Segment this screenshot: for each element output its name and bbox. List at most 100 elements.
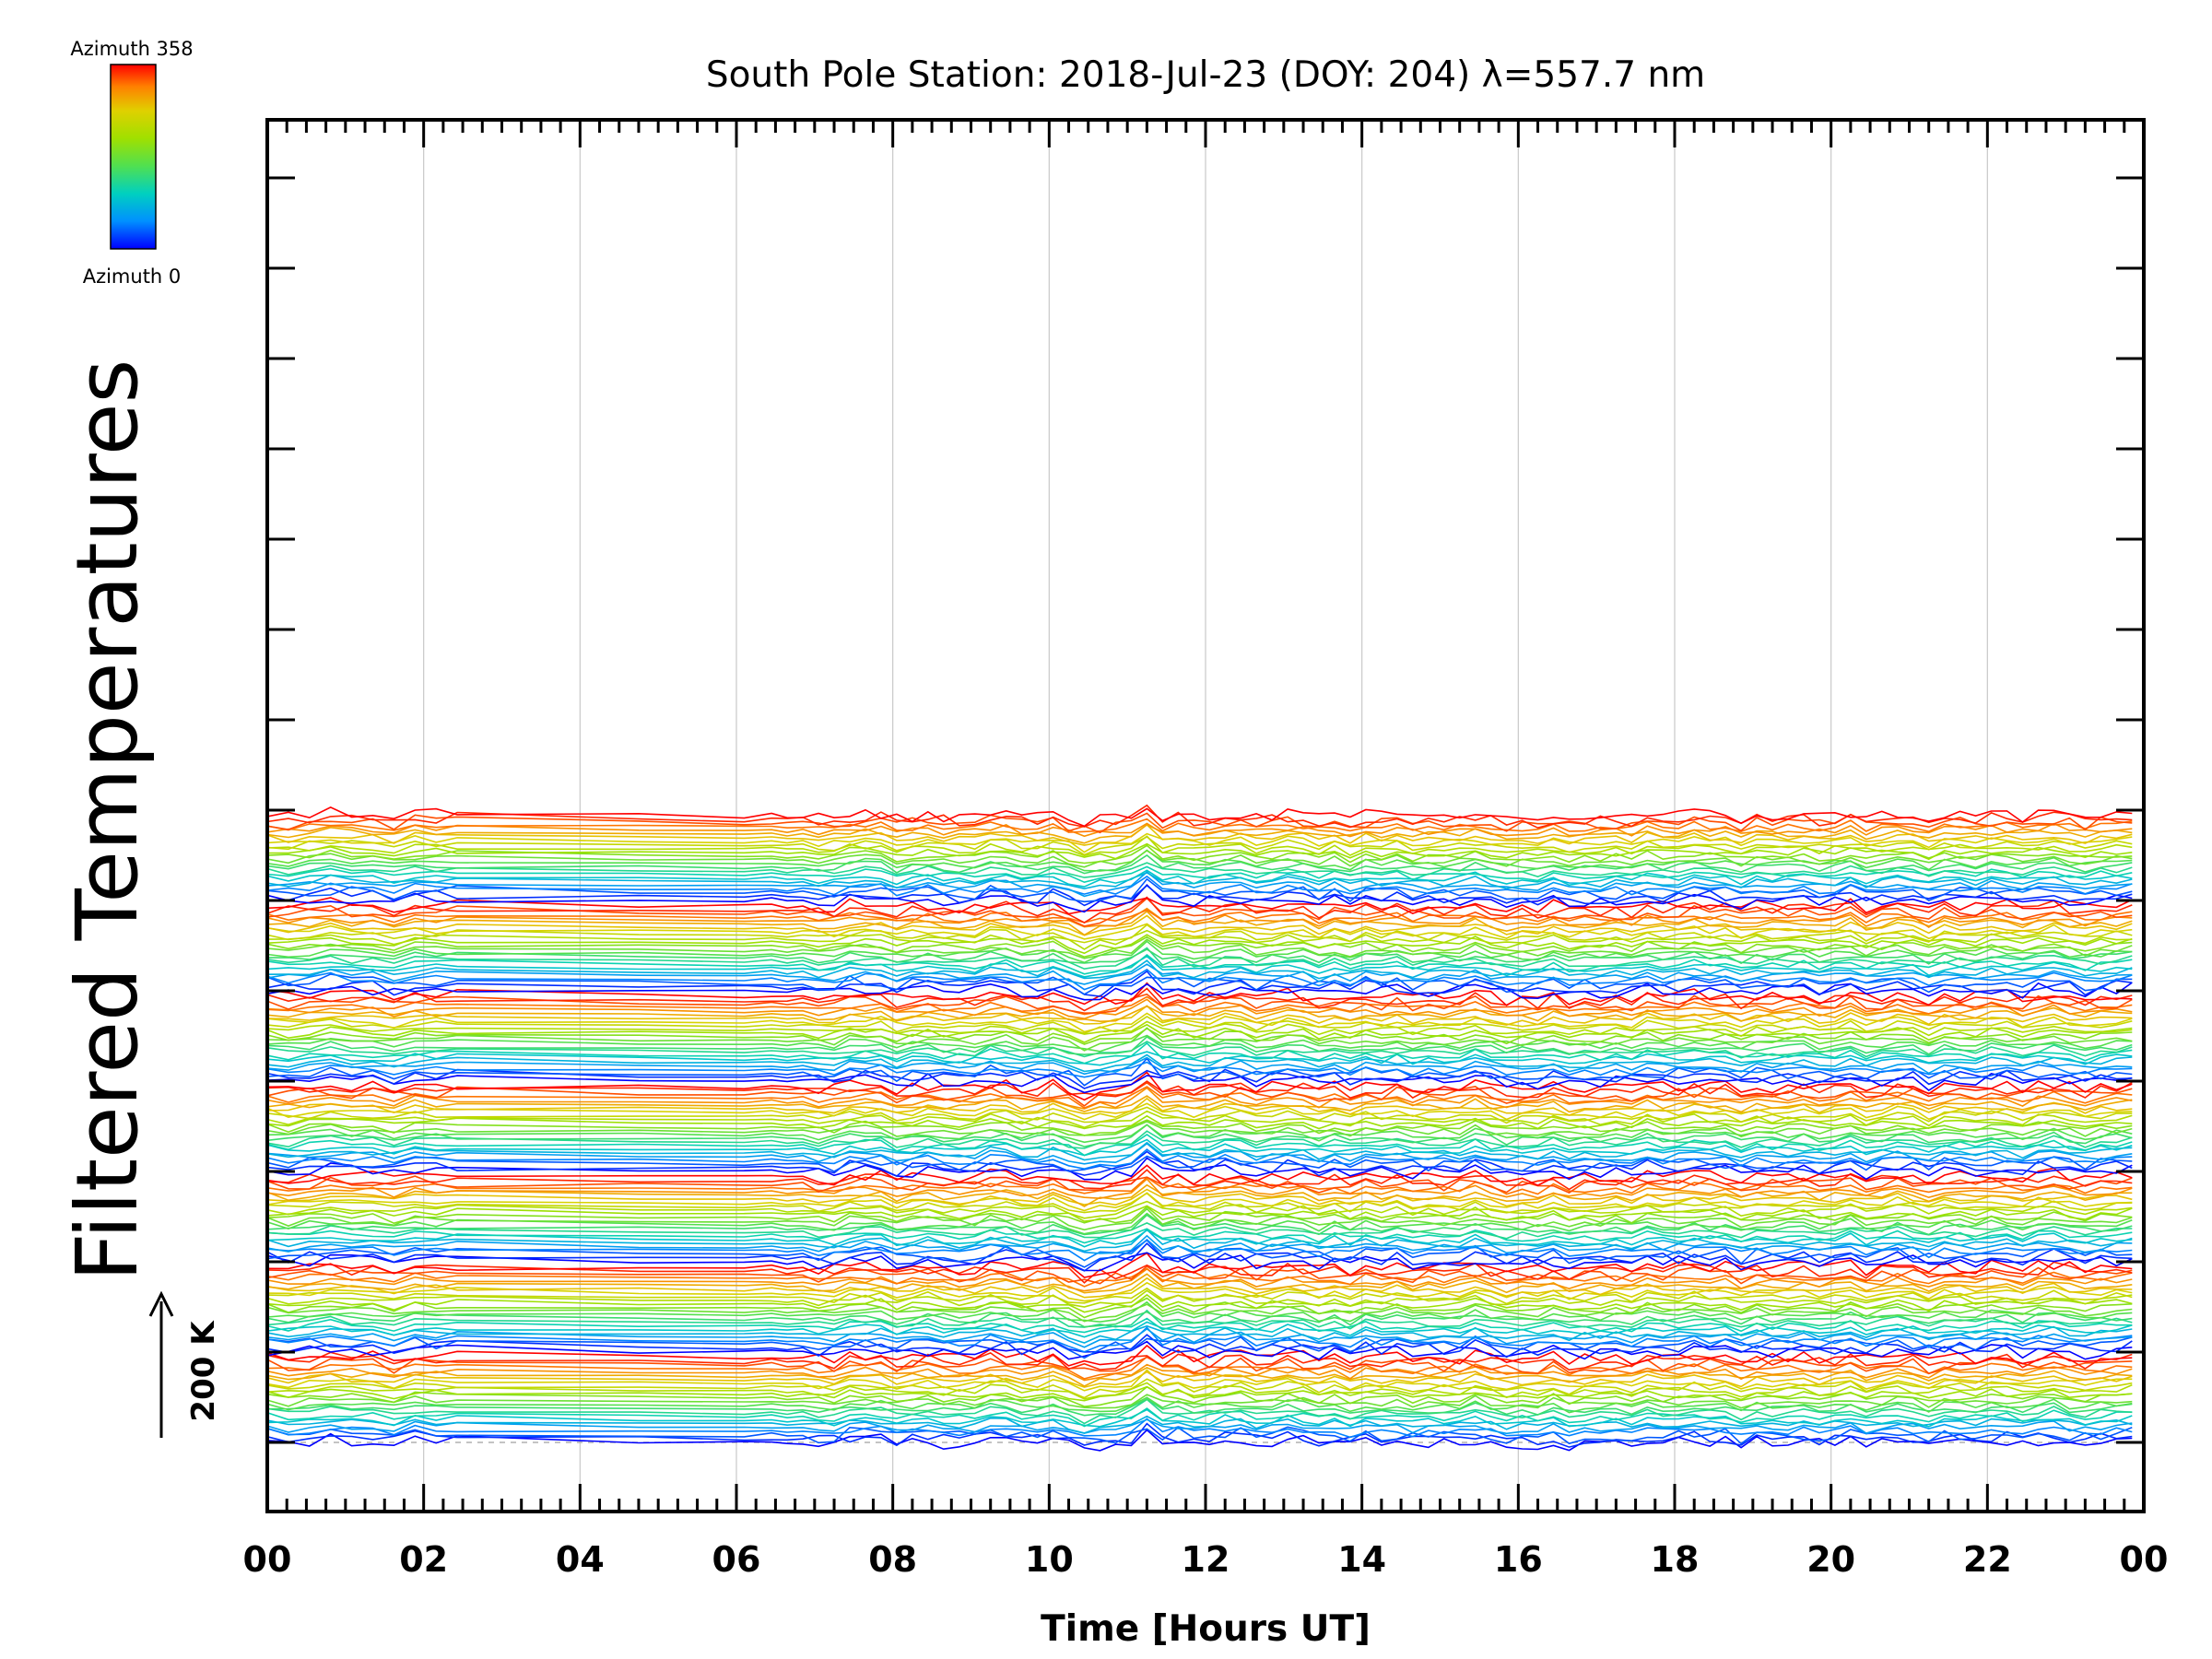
series-line bbox=[267, 1053, 2133, 1073]
series-line bbox=[267, 1072, 2133, 1094]
series-line bbox=[267, 923, 2133, 940]
series-line bbox=[267, 987, 2133, 1012]
series-line bbox=[267, 1273, 2133, 1294]
series-line bbox=[267, 1175, 2133, 1194]
series-line bbox=[267, 938, 2133, 959]
series-line bbox=[267, 1207, 2133, 1231]
series-line bbox=[267, 877, 2133, 903]
series-line bbox=[267, 1086, 2133, 1109]
series-line bbox=[267, 832, 2133, 853]
series-line bbox=[267, 1267, 2133, 1288]
series-line bbox=[267, 1081, 2133, 1107]
series-line bbox=[267, 909, 2133, 924]
series-line bbox=[267, 842, 2133, 861]
series-line bbox=[267, 1334, 2133, 1359]
series-line bbox=[267, 934, 2133, 955]
series-line bbox=[267, 822, 2133, 838]
series-line bbox=[267, 1041, 2133, 1065]
series-line bbox=[267, 871, 2133, 898]
series-line bbox=[267, 1164, 2133, 1186]
series-line bbox=[267, 1080, 2133, 1100]
series-line bbox=[267, 968, 2133, 991]
series-line bbox=[267, 1134, 2133, 1157]
series-line bbox=[267, 1324, 2133, 1344]
series-line bbox=[267, 1183, 2133, 1207]
series-line bbox=[267, 907, 2133, 928]
x-tick-label: 12 bbox=[1182, 1539, 1230, 1580]
series-line bbox=[267, 1124, 2133, 1147]
series-line bbox=[267, 844, 2133, 865]
series-line bbox=[267, 959, 2133, 980]
series-line bbox=[267, 1192, 2133, 1214]
x-tick-label: 14 bbox=[1337, 1539, 1386, 1580]
series-line bbox=[267, 849, 2133, 872]
series-line bbox=[267, 1035, 2133, 1056]
series-line bbox=[267, 1200, 2133, 1219]
series-line bbox=[267, 1408, 2133, 1428]
series-line bbox=[267, 1327, 2133, 1348]
x-tick-label: 00 bbox=[243, 1539, 292, 1580]
series-line bbox=[267, 1034, 2133, 1053]
series-line bbox=[267, 970, 2133, 997]
series-line bbox=[267, 935, 2133, 959]
x-axis-label: Time [Hours UT] bbox=[1041, 1608, 1371, 1650]
series-line bbox=[267, 995, 2133, 1016]
chart-title: South Pole Station: 2018-Jul-23 (DOY: 20… bbox=[706, 54, 1705, 96]
x-tick-label: 10 bbox=[1025, 1539, 1074, 1580]
series-line bbox=[267, 1057, 2133, 1087]
series-line bbox=[267, 897, 2133, 915]
series-line bbox=[267, 1241, 2133, 1272]
series-line bbox=[267, 953, 2133, 975]
temperature-series bbox=[267, 804, 2133, 1452]
series-line bbox=[267, 993, 2133, 1015]
x-tick-labels: 00 02 04 06 08 10 12 14 16 18 20 22 00 bbox=[243, 1539, 2169, 1580]
series-line bbox=[267, 1398, 2133, 1425]
series-line bbox=[267, 872, 2133, 890]
x-tick-label: 00 bbox=[2120, 1539, 2169, 1580]
axis-ticks bbox=[265, 120, 2146, 1512]
series-line bbox=[267, 1141, 2133, 1161]
series-line bbox=[267, 1147, 2133, 1171]
series-line bbox=[267, 982, 2133, 1006]
series-line bbox=[267, 1119, 2133, 1136]
series-line bbox=[267, 823, 2133, 846]
x-tick-label: 08 bbox=[868, 1539, 917, 1580]
series-line bbox=[267, 1061, 2133, 1078]
series-line bbox=[267, 1176, 2133, 1195]
series-line bbox=[267, 869, 2133, 888]
series-line bbox=[267, 1289, 2133, 1308]
series-line bbox=[267, 924, 2133, 944]
series-line bbox=[267, 1027, 2133, 1052]
series-line bbox=[267, 1418, 2133, 1435]
series-line bbox=[267, 1222, 2133, 1240]
series-line bbox=[267, 1371, 2133, 1388]
colorbar-top-label: Azimuth 358 bbox=[70, 38, 193, 60]
series-line bbox=[267, 836, 2133, 856]
series-line bbox=[267, 884, 2133, 907]
series-line bbox=[267, 884, 2133, 913]
series-line bbox=[267, 1110, 2133, 1129]
series-line bbox=[267, 1385, 2133, 1402]
series-line bbox=[267, 1012, 2133, 1033]
series-line bbox=[267, 1015, 2133, 1034]
series-line bbox=[267, 1367, 2133, 1387]
series-line bbox=[267, 1087, 2133, 1110]
series-line bbox=[267, 1398, 2133, 1417]
series-line bbox=[267, 1300, 2133, 1324]
series-line bbox=[267, 1378, 2133, 1399]
series-line bbox=[267, 862, 2133, 878]
series-line bbox=[267, 812, 2133, 834]
series-line bbox=[267, 1138, 2133, 1157]
series-line bbox=[267, 897, 2133, 927]
scale-arrow-head bbox=[148, 1290, 174, 1317]
series-line bbox=[267, 1095, 2133, 1113]
series-line bbox=[267, 1363, 2133, 1382]
series-line bbox=[267, 1114, 2133, 1130]
series-line bbox=[267, 1124, 2133, 1144]
series-line bbox=[267, 1229, 2133, 1253]
series-line bbox=[267, 1130, 2133, 1149]
scale-bar: 200 K bbox=[148, 1290, 222, 1438]
series-line bbox=[267, 1205, 2133, 1222]
series-line bbox=[267, 947, 2133, 971]
